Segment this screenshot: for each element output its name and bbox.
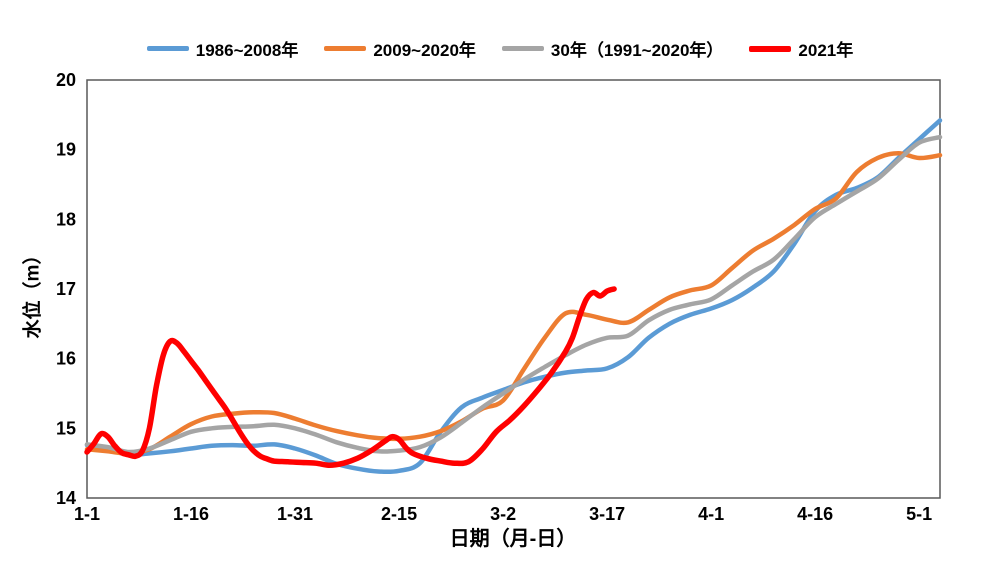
legend-line-swatch: [749, 45, 792, 52]
series-line-3: [84, 286, 617, 469]
y-tick-label: 14: [56, 488, 76, 508]
x-tick-label: 5-1: [906, 504, 932, 524]
legend-line-swatch: [324, 46, 367, 51]
legend-label: 1986~2008年: [195, 41, 299, 60]
legend-item-1: 2009~2020年: [324, 36, 476, 61]
x-tick-label: 1-31: [277, 504, 313, 524]
y-axis-title: 水位（m）: [22, 245, 44, 339]
legend: 1986~2008年 2009~2020年 30年（1991~2020年） 2021年: [0, 36, 1000, 61]
series-line-2: [84, 134, 943, 455]
x-tick-label: 2-15: [381, 504, 417, 524]
legend-item-2: 30年（1991~2020年）: [501, 36, 724, 61]
legend-item-3: 2021年: [749, 36, 853, 61]
y-tick-label: 18: [56, 209, 76, 229]
x-tick-label: 4-16: [797, 504, 833, 524]
legend-label: 2021年: [798, 41, 854, 60]
y-tick-label: 17: [56, 279, 76, 299]
y-tick-label: 16: [56, 349, 76, 369]
x-tick-label: 1-16: [173, 504, 209, 524]
series-line-1: [84, 150, 943, 456]
x-tick-label: 3-2: [490, 504, 516, 524]
legend-line-swatch: [501, 46, 544, 51]
x-tick-label: 4-1: [698, 504, 724, 524]
y-tick-label: 19: [56, 140, 76, 160]
legend-label: 30年（1991~2020年）: [550, 41, 724, 60]
y-tick-label: 15: [56, 418, 76, 438]
x-axis-title: 日期（月-日）: [449, 528, 577, 550]
x-tick-label: 1-1: [74, 504, 100, 524]
y-tick-label: 20: [56, 70, 76, 90]
x-tick-label: 3-17: [589, 504, 625, 524]
legend-item-0: 1986~2008年: [146, 36, 299, 61]
legend-label: 2009~2020年: [373, 41, 476, 60]
legend-line-swatch: [146, 46, 189, 51]
plot-border: [86, 79, 941, 499]
